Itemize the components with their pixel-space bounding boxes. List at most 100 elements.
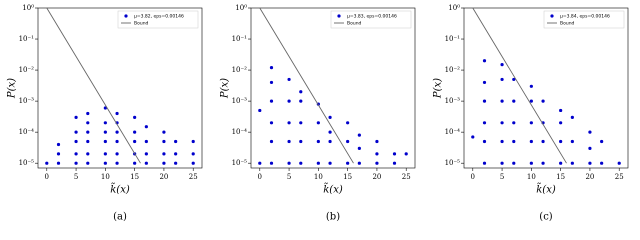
point [357, 146, 361, 150]
point [174, 139, 178, 144]
point [191, 161, 195, 165]
point [529, 84, 533, 88]
x-tick-label: 10 [314, 173, 323, 181]
point [103, 152, 107, 156]
point [287, 161, 291, 165]
point [74, 130, 78, 134]
point [86, 152, 90, 156]
point [45, 161, 49, 165]
y-tick-label: 10⁻¹ [19, 35, 35, 43]
point [86, 139, 90, 144]
point [56, 152, 61, 156]
point [258, 161, 262, 165]
point [86, 111, 90, 116]
x-tick-label: 0 [258, 173, 262, 181]
legend-label: Bound [347, 21, 362, 27]
point [162, 161, 166, 165]
point [375, 161, 379, 165]
point [482, 161, 487, 165]
point [56, 161, 61, 165]
point [346, 161, 350, 165]
point [570, 115, 574, 119]
x-tick-label: 20 [585, 173, 594, 181]
x-tick-label: 0 [471, 173, 475, 181]
y-tick-label: 10⁻³ [445, 97, 461, 105]
point [617, 161, 621, 165]
point [299, 121, 303, 125]
x-tick-label: 20 [159, 173, 168, 181]
point [269, 121, 274, 125]
y-axis-label: P(x) [433, 78, 444, 99]
point [357, 161, 361, 165]
plot-frame [463, 7, 629, 169]
x-tick-label: 25 [189, 173, 198, 181]
point [328, 139, 332, 144]
point [56, 142, 61, 147]
point [144, 161, 148, 165]
point [346, 139, 350, 144]
caption: (a) [113, 212, 127, 223]
point [174, 161, 178, 165]
point [588, 130, 592, 134]
point [74, 139, 78, 144]
point [529, 99, 533, 103]
y-tick-label: 10⁻⁴ [19, 128, 35, 136]
x-tick-label: 25 [402, 173, 411, 181]
point [541, 161, 545, 165]
x-tick-label: 5 [500, 173, 504, 181]
point [133, 139, 137, 144]
point [74, 115, 78, 119]
point [115, 130, 119, 134]
y-tick-label: 10⁻⁵ [445, 159, 461, 167]
point [482, 121, 487, 125]
legend-marker [337, 14, 341, 18]
point [103, 161, 107, 165]
point [86, 121, 90, 125]
point [357, 133, 361, 137]
point [269, 80, 274, 85]
x-tick-label: 10 [527, 173, 536, 181]
legend-label: Bound [134, 21, 149, 27]
point [133, 161, 137, 165]
y-tick-label: 10⁻¹ [445, 35, 461, 43]
point [482, 59, 487, 63]
point [512, 161, 516, 165]
bound-line [46, 7, 141, 164]
x-tick-label: 5 [74, 173, 78, 181]
point [512, 99, 516, 103]
point [512, 77, 516, 82]
legend-label: μ=3.82, eps=0.00146 [134, 14, 184, 20]
point [512, 139, 516, 144]
y-tick-label: 10⁻³ [19, 97, 35, 105]
point [174, 152, 178, 156]
point [500, 161, 504, 165]
caption: (b) [326, 212, 340, 223]
x-tick-label: 15 [130, 173, 139, 181]
point [299, 99, 303, 103]
point [316, 161, 320, 165]
caption: (c) [539, 212, 553, 223]
point [588, 146, 592, 150]
bound-line [259, 7, 354, 164]
point [144, 139, 148, 144]
point [482, 99, 487, 103]
y-tick-label: 10⁻³ [232, 97, 248, 105]
legend-box [330, 10, 412, 29]
point [103, 106, 107, 110]
point [86, 161, 90, 165]
point [299, 90, 303, 94]
y-axis-label: P(x) [220, 78, 231, 99]
point [299, 161, 303, 165]
point [328, 130, 332, 134]
x-tick-label: 25 [615, 173, 624, 181]
point [133, 115, 137, 119]
point [529, 139, 533, 144]
point [144, 152, 148, 156]
point [74, 161, 78, 165]
point [404, 152, 408, 156]
point [269, 139, 274, 144]
legend-label: μ=3.83, eps=0.00146 [347, 14, 397, 20]
point [287, 121, 291, 125]
point [600, 139, 604, 144]
point [115, 152, 119, 156]
